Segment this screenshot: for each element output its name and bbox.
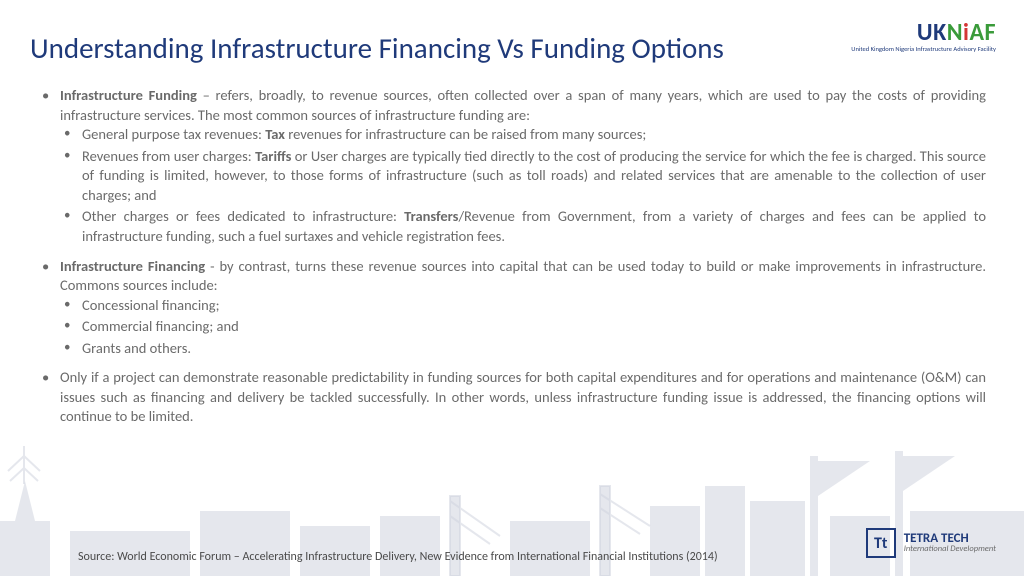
logo-text-uk: UK — [917, 18, 947, 47]
logo-text-n: N — [947, 18, 963, 47]
tetra-box-icon: Tt — [866, 528, 896, 558]
logo-text-af: AF — [969, 18, 996, 47]
logo-subtitle: United Kingdom Nigeria Infrastructure Ad… — [851, 45, 996, 53]
bullet-funding: Infrastructure Funding – refers, broadly… — [38, 86, 986, 247]
ukniaf-logo: UKNiAF United Kingdom Nigeria Infrastruc… — [851, 18, 996, 53]
page-title: Understanding Infrastructure Financing V… — [30, 30, 724, 66]
sub-bullet-grants: Grants and others. — [60, 339, 986, 359]
sub-bullet-tariffs: Revenues from user charges: Tariffs or U… — [60, 147, 986, 206]
bullet-financing: Infrastructure Financing - by contrast, … — [38, 257, 986, 359]
sub-bullet-commercial: Commercial financing; and — [60, 317, 986, 337]
tetra-tech-logo: Tt TETRA TECH International Development — [866, 528, 996, 558]
sub-bullet-tax: General purpose tax revenues: Tax revenu… — [60, 125, 986, 145]
slide: Understanding Infrastructure Financing V… — [0, 0, 1024, 576]
bullet-closing: Only if a project can demonstrate reason… — [38, 368, 986, 427]
body-content: Infrastructure Funding – refers, broadly… — [38, 86, 986, 437]
tetra-line2: International Development — [904, 545, 996, 554]
footer-source: Source: World Economic Forum – Accelerat… — [78, 550, 718, 564]
sub-bullet-transfers: Other charges or fees dedicated to infra… — [60, 207, 986, 246]
text-funding-rest: – refers, broadly, to revenue sources, o… — [60, 86, 986, 124]
sub-bullet-concessional: Concessional financing; — [60, 296, 986, 316]
bold-funding: Infrastructure Funding — [60, 86, 197, 104]
bold-financing: Infrastructure Financing — [60, 257, 205, 275]
